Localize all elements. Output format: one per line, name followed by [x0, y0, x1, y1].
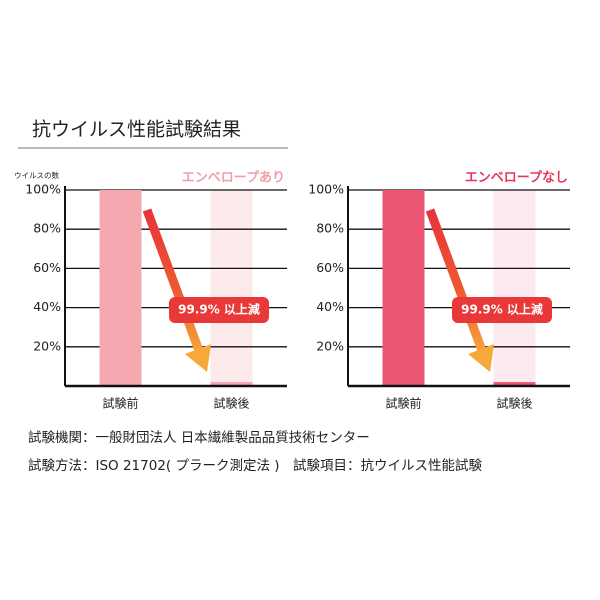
y-tick-label: 40% [33, 299, 61, 314]
chart: エンベロープなし 20% 40% 60% 80% 100% 試験前 試験後 99.9% 以上減 [308, 171, 570, 411]
arrow-head [185, 344, 211, 372]
y-tick-label: 20% [316, 338, 344, 353]
y-tick-label: 80% [316, 221, 344, 236]
x-tick-label: 試験前 [385, 396, 421, 411]
annotation-box [452, 297, 552, 323]
x-tick-label: 試験前 [102, 396, 138, 411]
y-tick-label: 40% [316, 299, 344, 314]
y-axis-label: ウイルスの数 [14, 170, 59, 180]
y-tick-label: 60% [316, 260, 344, 275]
note: 試験機関：一般財団法人 日本繊維製品品質技術センター [28, 430, 370, 446]
y-tick-label: 100% [308, 182, 344, 197]
annotation: 99.9% 以上減 [461, 302, 543, 317]
x-tick-label: 試験後 [496, 396, 532, 411]
highlight-column [210, 190, 253, 386]
bar [99, 190, 142, 386]
bar [382, 190, 425, 386]
arrow-head [468, 344, 494, 372]
x-tick-label: 試験後 [213, 396, 249, 411]
y-tick-label: 60% [33, 260, 61, 275]
annotation-box [169, 297, 269, 323]
page-title: 抗ウイルス性能試験結果 [32, 119, 241, 141]
arrow-shaft [425, 208, 489, 358]
chart-title: エンベロープなし [465, 171, 568, 186]
highlight-column [493, 190, 536, 386]
bar [210, 382, 253, 386]
bar [493, 382, 536, 386]
y-tick-label: 100% [25, 182, 61, 197]
y-tick-label: 80% [33, 221, 61, 236]
annotation: 99.9% 以上減 [178, 302, 260, 317]
y-tick-label: 20% [33, 338, 61, 353]
chart: エンベロープあり ウイルスの数 20% 40% 60% 80% 100% 試験前 試験後 99.9… [14, 170, 287, 411]
arrow-shaft [142, 208, 206, 358]
chart-title: エンベロープあり [182, 171, 285, 186]
note: 試験方法：ISO 21702( プラーク測定法 ) 試験項目：抗ウイルス性能試験 [28, 458, 483, 474]
